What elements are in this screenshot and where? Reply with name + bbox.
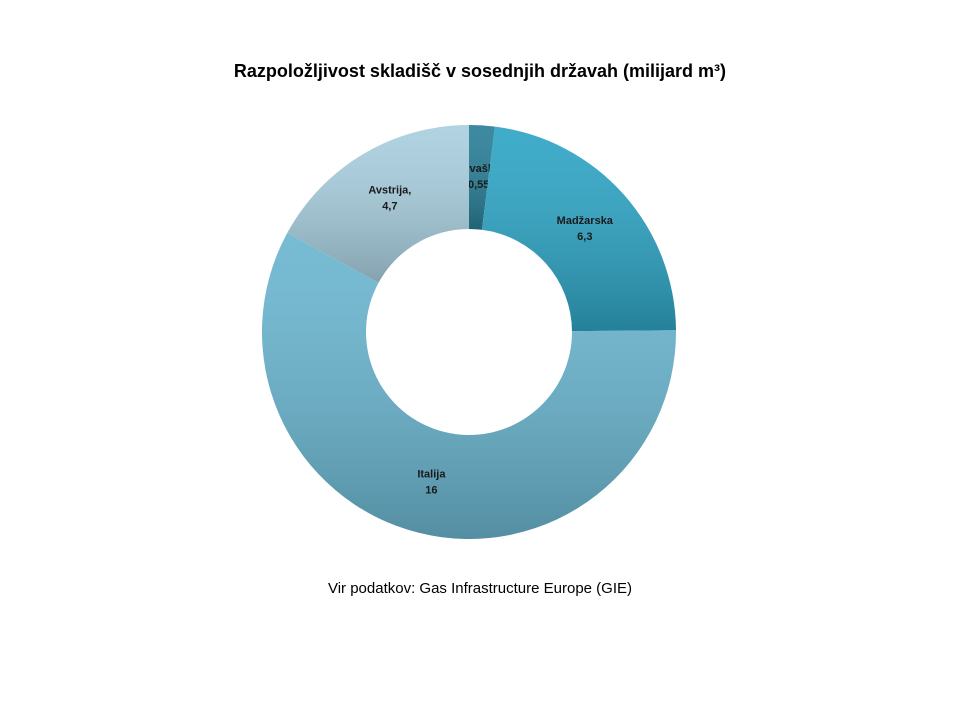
data-label-name: Madžarska [557, 215, 614, 227]
source-note: Vir podatkov: Gas Infrastructure Europe … [328, 580, 632, 597]
slice-shade [287, 125, 469, 283]
data-label-name: Avstrija, [368, 185, 411, 197]
chart-title: Razpoložljivost skladišč v sosednjih drž… [234, 61, 726, 81]
slice-shade [261, 232, 676, 539]
data-label-value: 0,55 [468, 179, 489, 191]
data-label-value: 16 [425, 484, 437, 496]
slice-shade [469, 125, 495, 230]
data-label-name: Italija [417, 468, 446, 480]
data-label-value: 6,3 [577, 231, 592, 243]
data-label-value: 4,7 [382, 201, 397, 213]
slice-shade [481, 126, 676, 332]
